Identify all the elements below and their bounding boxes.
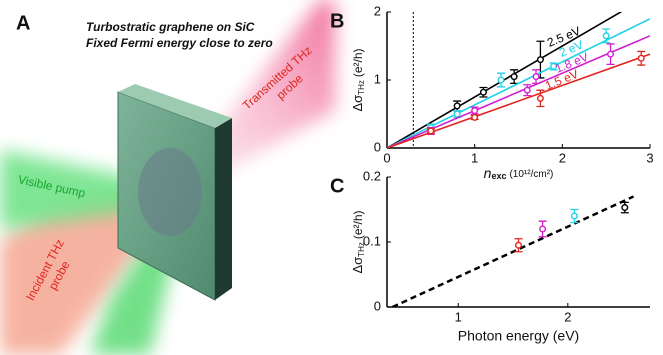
label-part: Δσ — [350, 257, 365, 274]
label-part: Δσ — [350, 95, 365, 112]
data-point — [621, 204, 629, 212]
data-point — [570, 212, 578, 220]
data-point — [536, 56, 544, 64]
x-axis-label: Photon energy (eV) — [458, 328, 579, 344]
fit-line — [387, 18, 650, 148]
data-point — [515, 241, 523, 249]
data-point — [602, 32, 610, 40]
x-tick-label: 1 — [455, 309, 462, 324]
illustration-title: Fixed Fermi energy close to zero — [86, 36, 273, 50]
data-point — [427, 127, 435, 135]
fit-line — [387, 53, 650, 148]
x-tick-label: 1 — [471, 150, 478, 165]
x-tick-label: 2 — [559, 150, 566, 165]
data-point — [453, 102, 461, 110]
data-point — [479, 88, 487, 96]
illustration — [0, 0, 335, 355]
illustration-title: Turbostratic graphene on SiC — [86, 20, 255, 34]
x-tick-label: 3 — [646, 150, 653, 165]
data-point — [453, 110, 461, 118]
label-part: (10¹²/cm²) — [509, 169, 553, 180]
data-point — [607, 50, 615, 58]
y-axis-label: ΔσTHz (e²/h) — [350, 48, 366, 111]
label-part: exc — [491, 171, 506, 181]
data-point — [523, 86, 531, 94]
label-part: n — [484, 165, 492, 181]
data-point — [637, 54, 645, 62]
y-tick-label: 0.1 — [363, 233, 381, 248]
data-point — [536, 94, 544, 102]
panel-label: A — [16, 12, 30, 34]
data-point — [539, 225, 547, 233]
y-tick-label: 1 — [374, 71, 381, 86]
panel-label: C — [330, 175, 344, 197]
x-tick-label: 0 — [383, 150, 390, 165]
fit-line — [387, 12, 623, 148]
y-axis-label: ΔσTHz (e²/h) — [350, 210, 366, 273]
y-tick-label: 0 — [374, 298, 381, 313]
data-point — [532, 73, 540, 81]
data-point — [471, 113, 479, 121]
data-point — [510, 73, 518, 81]
y-tick-label: 0.2 — [363, 168, 381, 183]
label-part: THz — [357, 80, 366, 95]
data-point — [550, 62, 558, 70]
fit-line — [391, 195, 635, 307]
data-point — [471, 107, 479, 115]
x-tick-label: 2 — [564, 309, 571, 324]
y-tick-label: 0 — [374, 139, 381, 154]
y-tick-label: 2 — [374, 3, 381, 18]
panel-label: B — [330, 10, 344, 32]
data-point — [497, 76, 505, 84]
label-part: (e²/h) — [351, 48, 365, 77]
x-axis-label: nexc (10¹²/cm²) — [484, 165, 554, 182]
label-part: THz — [357, 242, 366, 257]
label-part: (e²/h) — [351, 210, 365, 239]
